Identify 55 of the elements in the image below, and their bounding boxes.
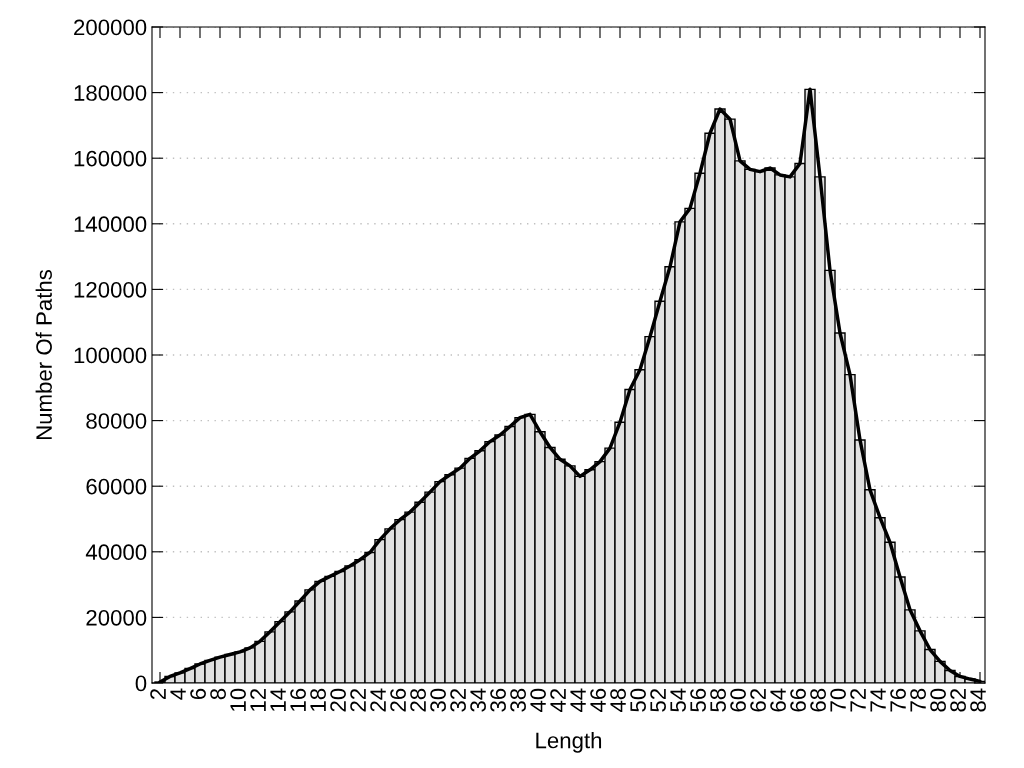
x-tick-label: 24 xyxy=(370,688,386,712)
x-tick-label: 34 xyxy=(470,688,486,712)
x-tick-label: 16 xyxy=(290,688,306,711)
x-tick-label: 18 xyxy=(310,688,326,711)
x-tick-label: 78 xyxy=(910,688,926,712)
x-tick-label: 48 xyxy=(610,688,626,713)
x-tick-label: 80 xyxy=(930,688,946,712)
x-tick-label: 22 xyxy=(350,688,366,712)
x-tick-label: 74 xyxy=(870,688,886,712)
y-tick-label: 60000 xyxy=(86,478,147,495)
x-tick-label: 14 xyxy=(270,688,286,711)
y-axis-title: Number Of Paths xyxy=(35,269,52,440)
y-tick-label: 20000 xyxy=(86,609,147,626)
y-tick-label: 180000 xyxy=(74,85,147,101)
x-tick-label: 8 xyxy=(210,688,226,700)
x-tick-label: 40 xyxy=(530,688,546,713)
x-tick-label: 4 xyxy=(170,688,186,700)
x-tick-label: 20 xyxy=(330,688,346,712)
x-tick-label: 36 xyxy=(490,688,506,712)
x-tick-label: 84 xyxy=(970,688,986,712)
y-tick-label: 100000 xyxy=(74,347,147,364)
x-tick-label: 42 xyxy=(550,688,566,713)
y-tick-label: 0 xyxy=(135,675,147,692)
y-tick-label: 40000 xyxy=(85,544,147,561)
x-tick-label: 26 xyxy=(390,688,406,712)
y-tick-label: 120000 xyxy=(74,281,147,298)
x-tick-label: 70 xyxy=(830,688,846,712)
x-tick-label: 2 xyxy=(150,688,166,700)
y-tick-label: 200000 xyxy=(74,19,147,36)
x-tick-label: 82 xyxy=(950,688,966,712)
y-tick-label: 160000 xyxy=(74,150,147,167)
x-tick-label: 54 xyxy=(670,688,686,712)
x-tick-label: 10 xyxy=(230,688,246,711)
x-tick-label: 38 xyxy=(510,688,526,712)
x-tick-label: 46 xyxy=(590,688,606,713)
x-tick-label: 72 xyxy=(850,688,866,712)
x-tick-label: 52 xyxy=(650,688,666,712)
x-tick-label: 62 xyxy=(750,688,766,712)
x-tick-label: 12 xyxy=(250,688,266,711)
y-tick-label: 80000 xyxy=(86,413,147,429)
x-tick-label: 60 xyxy=(730,688,746,712)
x-tick-label: 6 xyxy=(190,688,206,700)
x-axis-title: Length xyxy=(536,732,602,753)
x-tick-label: 56 xyxy=(690,688,706,712)
y-tick-label: 140000 xyxy=(74,216,147,233)
x-tick-label: 76 xyxy=(890,688,906,712)
x-tick-label: 64 xyxy=(770,688,786,712)
x-tick-label: 28 xyxy=(410,688,426,712)
x-tick-label: 68 xyxy=(810,688,826,712)
x-tick-label: 30 xyxy=(430,688,446,712)
x-tick-label: 58 xyxy=(710,688,726,712)
x-tick-label: 66 xyxy=(790,688,806,712)
x-tick-label: 44 xyxy=(570,688,586,713)
x-tick-label: 50 xyxy=(630,688,646,712)
x-tick-label: 32 xyxy=(450,688,466,712)
